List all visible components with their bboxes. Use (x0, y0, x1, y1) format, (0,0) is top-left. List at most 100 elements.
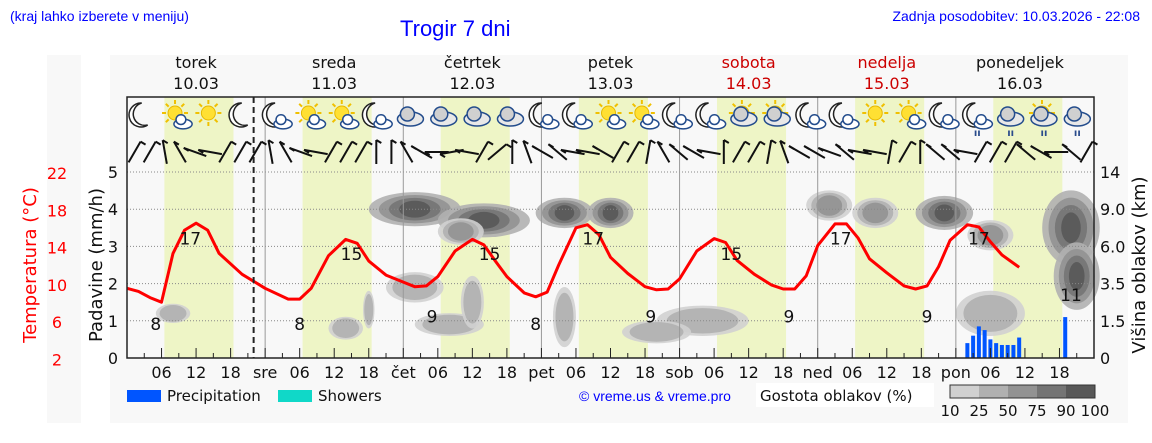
cloud-density-tick: 50 (998, 402, 1017, 420)
day-abbr-tick: čet (391, 363, 416, 382)
wind-barb-icon (424, 151, 449, 156)
temperature-tick: 22 (47, 164, 67, 183)
cloud-icon (396, 106, 425, 127)
temperature-tick: 18 (47, 201, 67, 220)
wind-barb-icon (817, 146, 842, 158)
legend: Precipitation Showers © vreme.us & vreme.p… (127, 383, 1109, 420)
cloud-height-axis: 0 1.5 3.5 6.0 9.0 14 Višina oblakov (km) (1100, 163, 1150, 368)
wind-barb-icon (354, 140, 373, 163)
wind-barb-icon (656, 140, 671, 163)
temperature-label: 9 (922, 307, 933, 327)
wind-barb-icon (410, 145, 433, 159)
wind-barb-icon (183, 146, 207, 158)
moon-cloud-icon (661, 102, 694, 130)
day-labels: torek 10.03 sreda 11.03 četrtek 12.03 petek 13.… (173, 53, 1064, 93)
temperature-label: 8 (294, 315, 305, 335)
wind-barb-icon (626, 140, 645, 163)
wind-barb-icon (696, 148, 721, 156)
cloud-icon (496, 106, 525, 127)
wind-barb-icon (303, 148, 328, 156)
precip-tick: 2 (108, 275, 118, 294)
wind-barb-icon (248, 140, 267, 163)
day-abbr-tick: sre (253, 363, 277, 382)
hour-tick: 12 (738, 363, 758, 382)
hour-tick: 18 (1049, 363, 1069, 382)
cloud-height-axis-label: Višina oblakov (km) (1129, 176, 1150, 353)
wind-barb-icon (788, 145, 811, 159)
temperature-label: 15 (721, 245, 743, 265)
precip-tick: 5 (108, 163, 118, 182)
wind-barb-icon (339, 140, 358, 163)
temperature-label: 8 (150, 315, 161, 335)
wind-barb-icon (475, 140, 494, 163)
daylight-band (855, 97, 925, 358)
temperature-line (126, 221, 1021, 304)
cloud-density-swatch (950, 385, 979, 398)
sun-cloud-icon (295, 100, 327, 130)
wind-barb-icon (324, 140, 343, 163)
sun-cloud-icon (162, 100, 193, 130)
wind-barb-icon (399, 140, 414, 163)
cloud-density-tick: 100 (1081, 402, 1110, 420)
cloud-height-tick: 1.5 (1100, 312, 1125, 331)
wind-barb-icon (288, 146, 313, 158)
temperature-tick: 6 (52, 313, 62, 332)
wind-barb-icon (575, 148, 600, 156)
day-name: sobota (722, 53, 776, 72)
day-abbr-tick: ned (803, 363, 833, 382)
temperature-label: 11 (1060, 286, 1082, 306)
moon-cloud-icon (795, 102, 827, 130)
temperature-label: 17 (968, 229, 990, 249)
cloud-density-tick: 90 (1056, 402, 1075, 420)
cloud-rain-icon: ıı (996, 106, 1025, 139)
temperature-label: 17 (179, 229, 201, 249)
day-dividers (264, 97, 957, 358)
moon-cloud-icon (828, 102, 860, 130)
precip-bar (976, 326, 981, 358)
precip-tick: 3 (108, 237, 118, 256)
legend-showers: Showers (318, 387, 382, 405)
sun-cloud-icon (628, 100, 660, 130)
moon-cloud-icon (928, 102, 960, 130)
hour-tick: 12 (877, 363, 897, 382)
wind-barb-icon (722, 139, 730, 164)
hour-tick: 18 (635, 363, 655, 382)
moon-cloud-icon (561, 102, 594, 130)
wind-barb-icon (218, 140, 237, 163)
hour-tick: 18 (773, 363, 793, 382)
cloud-density-swatch (1066, 385, 1095, 398)
moon-cloud-icon (528, 102, 560, 130)
temperature-tick: 2 (52, 351, 62, 370)
day-date: 12.03 (449, 74, 495, 93)
temperature-axis-label: Temperatura (°C) (20, 187, 41, 344)
svg-text:ıı: ıı (1041, 128, 1048, 139)
wind-barb-icon (278, 140, 293, 163)
wind-barb-icon (766, 139, 777, 164)
wind-barb-icon (1004, 140, 1023, 163)
svg-text:ıı: ıı (1074, 128, 1081, 139)
wind-barb-icon (898, 140, 917, 163)
day-abbr-tick: pet (528, 363, 554, 382)
precip-tick: 4 (108, 200, 118, 219)
wind-barb-icon (197, 148, 223, 156)
sun-cloud-icon (328, 100, 360, 130)
cloud-rain-icon: ıı (1063, 106, 1092, 139)
wind-barb-icon (834, 143, 855, 161)
hour-tick: 12 (1015, 363, 1035, 382)
day-date: 10.03 (173, 74, 219, 93)
precip-bar (1063, 317, 1068, 358)
day-name: petek (588, 53, 634, 72)
temperature-label: 15 (341, 245, 363, 265)
temperature-label: 9 (645, 307, 656, 327)
last-updated: Zadnja posodobitev: 10.03.2026 - 22:08 (892, 8, 1140, 24)
precip-bar (1017, 337, 1022, 358)
hour-tick: 06 (842, 363, 862, 382)
wind-barb-icon (1030, 145, 1053, 159)
cloud-height-tick: 6.0 (1100, 237, 1125, 256)
hour-tick: 18 (497, 363, 517, 382)
temperature-label: 8 (530, 315, 541, 335)
cloud-density-tick: 25 (969, 402, 988, 420)
wind-barb-icon (173, 140, 187, 163)
hour-tick: 06 (980, 363, 1000, 382)
